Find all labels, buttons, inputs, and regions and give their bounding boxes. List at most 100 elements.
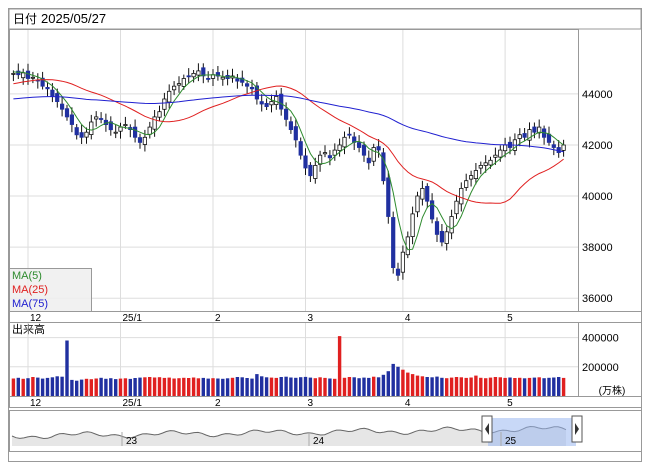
date-value: 2025/05/27 xyxy=(41,11,106,26)
candle-body xyxy=(74,127,79,136)
candle-body xyxy=(288,121,294,130)
volume-bar xyxy=(157,377,162,396)
volume-bar xyxy=(196,378,201,396)
candle-body xyxy=(206,78,211,80)
volume-bar xyxy=(230,377,235,397)
candle-body xyxy=(527,129,532,141)
candle-body xyxy=(517,134,522,139)
candle-body xyxy=(196,70,201,76)
candle-body xyxy=(152,116,157,130)
volume-bar xyxy=(128,378,132,396)
volume-bar xyxy=(26,378,30,396)
volume-bar xyxy=(386,371,390,396)
volume-bar xyxy=(518,377,522,397)
volume-bar xyxy=(493,377,498,396)
candle-body xyxy=(327,155,333,159)
legend-ma25: MA(25) xyxy=(12,284,48,296)
candle-body xyxy=(137,137,143,143)
volume-bar xyxy=(527,377,532,396)
year-label: 24 xyxy=(313,436,325,447)
volume-bar xyxy=(182,377,186,397)
volume-bar xyxy=(508,377,512,396)
volume-bar xyxy=(284,376,288,396)
candle-body xyxy=(425,185,430,202)
volume-bar xyxy=(532,377,537,396)
volume-y-ticks: 400000 200000 xyxy=(582,333,619,374)
volume-bars xyxy=(11,336,566,397)
candle-body xyxy=(454,200,459,215)
date-label: 日付 xyxy=(13,12,37,26)
candle-body xyxy=(171,85,177,91)
volume-bar xyxy=(104,378,108,396)
month-label: 25/1 xyxy=(123,313,143,324)
candle-body xyxy=(249,87,255,90)
price-tick-label: 36000 xyxy=(582,293,613,305)
candle-body xyxy=(337,144,342,151)
volume-bar xyxy=(425,377,429,396)
candle-body xyxy=(21,72,26,79)
volume-bar xyxy=(274,377,278,396)
candle-body xyxy=(308,164,313,177)
volume-bar xyxy=(123,378,128,396)
candle-body xyxy=(313,164,318,179)
year-label: 25 xyxy=(505,436,517,447)
candle-body xyxy=(434,221,440,235)
candle-body xyxy=(99,118,104,120)
candle-body xyxy=(488,159,493,166)
candle-body xyxy=(420,187,425,200)
volume-bar xyxy=(21,378,25,396)
ma25-line xyxy=(13,79,564,204)
month-labels-bottom: 12 25/1 2 3 4 5 xyxy=(30,398,513,409)
candle-body xyxy=(410,213,415,237)
candle-body xyxy=(269,101,274,106)
volume-bar xyxy=(84,378,89,396)
volume-bar xyxy=(362,377,366,396)
candle-body xyxy=(25,70,31,79)
candle-body xyxy=(191,73,196,78)
candle-body xyxy=(561,144,566,151)
candle-body xyxy=(259,101,264,105)
volume-bar xyxy=(542,378,546,396)
volume-bar xyxy=(206,378,210,396)
volume-bar xyxy=(391,363,395,396)
candle-body xyxy=(356,142,362,148)
volume-bar xyxy=(260,376,264,396)
candle-body xyxy=(493,154,498,158)
candle-body xyxy=(429,200,435,220)
candle-body xyxy=(342,136,347,148)
volume-bar xyxy=(469,377,473,396)
candle-body xyxy=(244,83,250,87)
volume-bar xyxy=(561,377,566,396)
volume-bar xyxy=(191,377,196,396)
candle-body xyxy=(142,136,147,145)
volume-bar xyxy=(449,377,454,396)
volume-bar xyxy=(289,377,293,396)
volume-bar xyxy=(94,378,98,396)
candle-body xyxy=(551,144,556,148)
volume-bar xyxy=(299,377,303,396)
candle-body xyxy=(322,152,328,155)
volume-bar xyxy=(235,377,240,396)
navigator-selection[interactable] xyxy=(488,418,576,446)
month-label: 4 xyxy=(405,398,411,409)
volume-bar xyxy=(143,377,147,396)
volume-bar xyxy=(16,377,20,397)
candle-body xyxy=(274,96,279,106)
candle-body xyxy=(147,126,152,135)
volume-bar xyxy=(474,375,478,396)
volume-bar xyxy=(503,377,507,396)
candle-body xyxy=(118,126,123,132)
candle-body xyxy=(215,72,220,77)
volume-bar xyxy=(445,378,449,396)
candle-body xyxy=(522,133,527,138)
price-tick-label: 44000 xyxy=(582,89,613,101)
candle-body xyxy=(502,144,508,152)
volume-bar xyxy=(342,377,347,397)
moving-averages xyxy=(13,71,564,251)
candle-body xyxy=(254,85,259,100)
candle-body xyxy=(162,98,167,110)
candle-body xyxy=(181,78,186,87)
volume-bar xyxy=(435,376,439,396)
candle-body xyxy=(11,73,16,75)
candle-body xyxy=(395,268,401,276)
